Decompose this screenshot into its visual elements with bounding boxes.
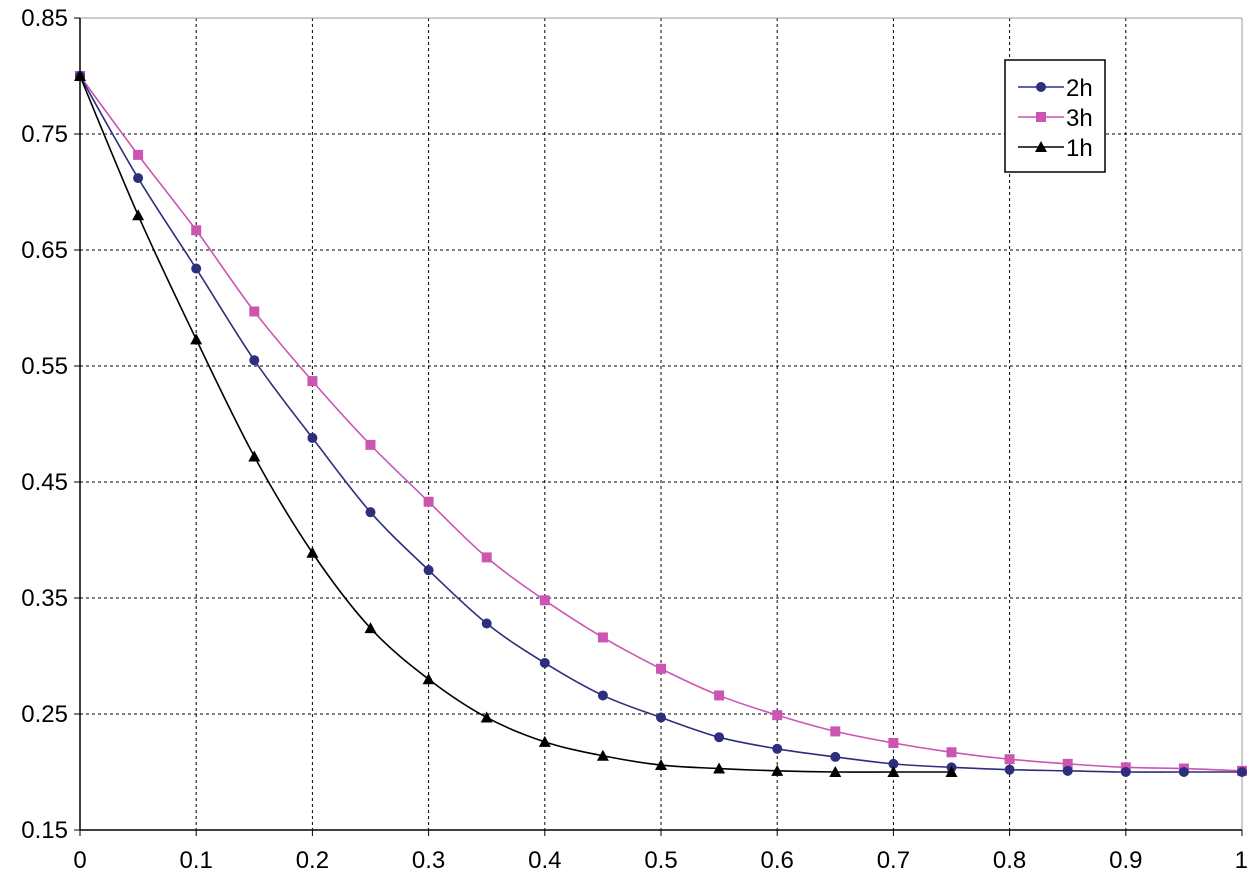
data-point [74,70,86,81]
data-point [132,209,145,221]
data-point [190,333,203,345]
legend: 2h 3h 1h [1004,59,1106,173]
data-point [306,546,319,558]
x-tick-label: 0.8 [993,847,1026,874]
data-point [771,764,784,776]
data-point [888,738,899,748]
data-point [1062,758,1073,769]
legend-label: 1h [1066,135,1093,162]
data-point [830,726,841,737]
y-tick-label: 0.15 [21,817,68,844]
x-tick-label: 1 [1235,847,1248,874]
data-point [945,766,958,777]
data-point [133,173,144,184]
data-point [1062,765,1073,776]
y-tick-label: 0.35 [21,585,68,612]
x-tick-label: 0 [73,847,86,874]
data-point [1036,112,1046,122]
data-point [656,712,666,723]
data-point [1035,141,1047,152]
series-layer [74,70,1247,777]
data-point [191,263,202,274]
data-point [423,496,434,507]
x-tick-labels: 0 0.1 0.2 0.3 0.4 0.5 0.6 0.7 0.8 0.9 1 [73,847,1248,874]
y-tick-label: 0.85 [21,5,68,32]
data-point [888,758,899,769]
axes [74,17,1243,836]
legend-label: 3h [1066,105,1093,132]
data-point [887,766,900,777]
data-point [191,225,202,236]
data-point [364,622,377,634]
data-point [1120,767,1131,777]
data-point [656,663,666,674]
y-tick-label: 0.25 [21,701,68,728]
data-point [1178,767,1189,777]
data-point [423,565,434,576]
y-tick-label: 0.45 [21,469,68,496]
grid-lines [80,17,1243,830]
legend-label: 2h [1066,75,1093,102]
x-tick-label: 0.4 [528,847,561,874]
data-point [539,657,550,668]
data-point [480,711,493,723]
data-point [422,673,435,685]
y-tick-label: 0.75 [21,121,68,148]
series-1h [74,70,958,777]
y-tick-labels: 0.15 0.25 0.35 0.45 0.55 0.65 0.75 0.85 [21,5,68,844]
legend-item-2h: 2h [1018,75,1093,102]
data-point [481,618,492,629]
data-point [1237,767,1247,777]
legend-item-1h: 1h [1018,135,1093,162]
legend-item-3h: 3h [1018,105,1093,132]
y-tick-label: 0.65 [21,237,68,264]
data-point [481,552,492,563]
data-point [597,632,608,643]
data-point [596,749,609,761]
x-tick-label: 0.7 [877,847,910,874]
legend-box [1004,59,1106,173]
y-tick-label: 0.55 [21,353,68,380]
data-point [713,762,726,774]
x-tick-label: 0.1 [180,847,213,874]
data-point [249,355,260,366]
x-tick-label: 0.5 [644,847,677,874]
data-point [1004,754,1015,765]
x-tick-label: 0.2 [296,847,329,874]
x-tick-label: 0.3 [412,847,445,874]
data-point [539,595,550,606]
data-point [249,306,260,317]
data-point [365,439,376,450]
data-point [714,690,725,701]
data-point [538,735,551,747]
data-point [307,432,318,443]
x-tick-label: 0.6 [761,847,794,874]
data-point [1036,82,1046,92]
data-point [829,766,842,777]
data-point [307,376,318,387]
data-point [1004,764,1015,775]
series-2h [75,71,1247,777]
data-point [365,507,376,518]
data-point [714,732,725,743]
data-point [946,747,957,758]
data-point [772,743,783,754]
data-point [772,710,783,721]
data-point [597,690,608,701]
data-point [133,149,144,160]
data-point [830,751,841,762]
data-point [248,450,261,462]
data-point [655,759,667,771]
x-tick-label: 0.9 [1109,847,1142,874]
